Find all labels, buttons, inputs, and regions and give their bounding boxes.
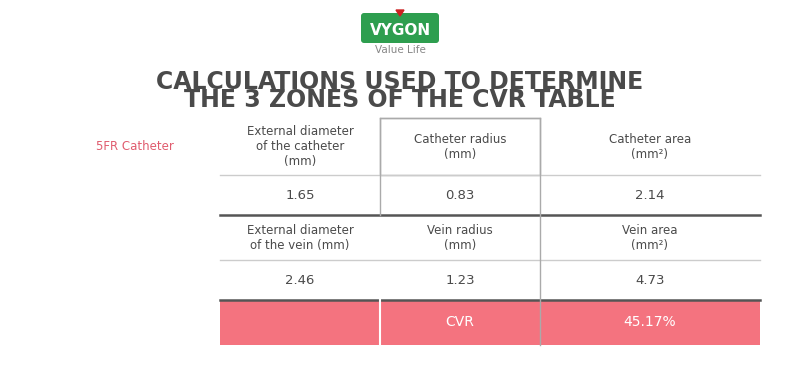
Text: External diameter
of the catheter
(mm): External diameter of the catheter (mm) xyxy=(246,125,354,168)
Text: 5FR Catheter: 5FR Catheter xyxy=(96,140,174,153)
Text: 2.14: 2.14 xyxy=(635,189,665,201)
Text: 1.65: 1.65 xyxy=(286,189,314,201)
Text: Value Life: Value Life xyxy=(374,45,426,55)
Text: 0.83: 0.83 xyxy=(446,189,474,201)
Text: Vein area
(mm²): Vein area (mm²) xyxy=(622,224,678,251)
Bar xyxy=(220,300,760,345)
Text: 1.23: 1.23 xyxy=(445,273,475,286)
Text: Catheter area
(mm²): Catheter area (mm²) xyxy=(609,132,691,161)
Text: VYGON: VYGON xyxy=(370,22,430,37)
Text: Vein radius
(mm): Vein radius (mm) xyxy=(427,224,493,251)
Text: CVR: CVR xyxy=(446,315,474,330)
Text: Catheter radius
(mm): Catheter radius (mm) xyxy=(414,132,506,161)
Text: 45.17%: 45.17% xyxy=(624,315,676,330)
Text: External diameter
of the vein (mm): External diameter of the vein (mm) xyxy=(246,224,354,251)
Polygon shape xyxy=(396,10,404,16)
Bar xyxy=(380,118,540,175)
Text: 2.46: 2.46 xyxy=(286,273,314,286)
Text: 4.73: 4.73 xyxy=(635,273,665,286)
Text: CALCULATIONS USED TO DETERMINE: CALCULATIONS USED TO DETERMINE xyxy=(156,70,644,94)
Text: THE 3 ZONES OF THE CVR TABLE: THE 3 ZONES OF THE CVR TABLE xyxy=(184,88,616,112)
FancyBboxPatch shape xyxy=(361,13,439,43)
